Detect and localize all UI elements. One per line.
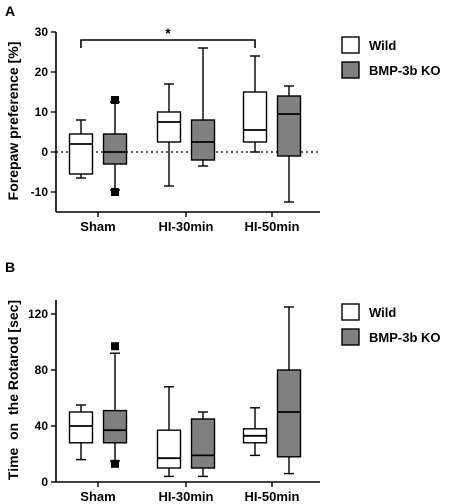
y-axis-title: Forepaw preference [%] (5, 42, 21, 201)
box-bmp-3b-ko (190, 119, 216, 161)
y-tick-label: 10 (35, 105, 49, 119)
x-category-label: HI-30min (159, 489, 214, 504)
significance-bracket (80, 39, 256, 48)
x-category-label: Sham (80, 489, 115, 504)
box-wild (156, 111, 182, 143)
outlier-point (111, 459, 119, 468)
legend-label: Wild (369, 38, 396, 53)
x-category-label: HI-30min (159, 219, 214, 234)
x-category-label: Sham (80, 219, 115, 234)
box-bmp-3b-ko (102, 133, 128, 165)
significance-star: * (165, 25, 171, 41)
legend-label: Wild (369, 305, 396, 320)
box-wild (242, 91, 268, 143)
y-tick-label: 0 (41, 145, 48, 159)
legend-label: BMP-3b KO (369, 330, 441, 345)
legend-swatch-bmp-3b-ko (341, 61, 360, 79)
y-tick-label: -10 (31, 185, 49, 199)
y-tick-label: 30 (35, 25, 49, 39)
box-wild (68, 133, 94, 175)
x-category-label: HI-50min (245, 219, 300, 234)
box-bmp-3b-ko (276, 95, 302, 157)
outlier-point (111, 188, 119, 196)
outlier-point (111, 96, 119, 104)
y-tick-label: 0 (41, 475, 48, 489)
y-tick-label: 20 (35, 65, 49, 79)
y-tick-label: 40 (35, 419, 49, 433)
box-bmp-3b-ko (102, 409, 128, 444)
x-category-label: HI-50min (245, 489, 300, 504)
box-wild (68, 411, 94, 444)
y-axis-title: Time on the Rotarod [sec] (5, 300, 21, 480)
box-wild (156, 429, 182, 469)
box-bmp-3b-ko (276, 369, 302, 458)
legend-swatch-bmp-3b-ko (341, 328, 360, 346)
outlier-point (111, 342, 119, 351)
y-tick-label: 120 (28, 307, 48, 321)
legend-swatch-wild (341, 36, 360, 54)
legend-swatch-wild (341, 303, 360, 321)
legend-label: BMP-3b KO (369, 63, 441, 78)
panel-letter: A (5, 3, 15, 19)
y-tick-label: 80 (35, 363, 49, 377)
box-bmp-3b-ko (190, 418, 216, 469)
panel-letter: B (5, 259, 15, 275)
